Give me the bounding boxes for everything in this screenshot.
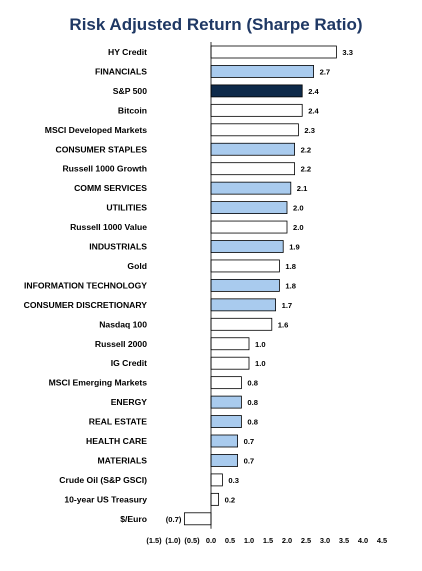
value-label-consumer-discretionary: 1.7 (282, 301, 293, 310)
category-label-comm-services: COMM SERVICES (74, 183, 147, 193)
category-label-msci-emerging-markets: MSCI Emerging Markets (49, 378, 148, 388)
value-label-msci-emerging-markets: 0.8 (247, 379, 258, 388)
x-axis-tick-labels: (1.5) (1.0) (0.5) 0.0 0.5 1.0 1.5 2.0 2.5 3.0 3.5 4… (146, 536, 387, 545)
chart-title: Risk Adjusted Return (Sharpe Ratio) (69, 15, 362, 34)
category-label-s-p-500: S&P 500 (113, 86, 147, 96)
category-label-crude-oil-s-p-gsci: Crude Oil (S&P GSCI) (59, 475, 147, 485)
bar-health-care (210, 434, 239, 448)
category-label-consumer-staples: CONSUMER STAPLES (55, 144, 147, 154)
category-label-information-technology: INFORMATION TECHNOLOGY (24, 280, 147, 290)
bar-msci-developed-markets (210, 123, 299, 137)
bar-consumer-discretionary (210, 298, 276, 312)
bar-bitcoin (210, 103, 303, 117)
category-label-materials: MATERIALS (98, 455, 148, 465)
bar-nasdaq-100 (210, 317, 273, 331)
category-label-consumer-discretionary: CONSUMER DISCRETIONARY (24, 300, 148, 310)
x-tick-11: 4.0 (358, 536, 368, 545)
value-label-msci-developed-markets: 2.3 (304, 126, 315, 135)
category-label-bitcoin: Bitcoin (118, 105, 147, 115)
bar-materials (210, 454, 239, 467)
bar-ig-credit (210, 356, 250, 370)
value-label-energy: 0.8 (247, 398, 258, 407)
x-tick-6: 1.5 (263, 536, 273, 545)
bar-msci-emerging-markets (210, 376, 242, 390)
x-tick-1: (1.0) (165, 536, 181, 545)
category-label-russell-2000: Russell 2000 (95, 339, 147, 349)
value-label-gold: 1.8 (285, 262, 296, 271)
bar-s-p-500 (210, 84, 303, 98)
bar-gold (210, 259, 280, 273)
value-label-information-technology: 1.8 (285, 281, 296, 290)
bar-consumer-staples (210, 142, 295, 156)
category-label-hy-credit: HY Credit (108, 47, 147, 57)
x-tick-12: 4.5 (377, 536, 387, 545)
category-label-ig-credit: IG Credit (111, 358, 147, 368)
value-label-10-year-us-treasury: 0.2 (225, 495, 236, 504)
category-label-energy: ENERGY (111, 397, 148, 407)
x-tick-8: 2.5 (301, 536, 311, 545)
bar-euro (183, 512, 212, 526)
category-label-russell-1000-value: Russell 1000 Value (70, 222, 147, 232)
value-label-crude-oil-s-p-gsci: 0.3 (228, 476, 239, 485)
value-label-russell-1000-value: 2.0 (293, 223, 304, 232)
category-label-health-care: HEALTH CARE (86, 436, 147, 446)
value-label-comm-services: 2.1 (297, 184, 308, 193)
category-label-gold: Gold (127, 261, 147, 271)
bar-real-estate (210, 415, 242, 428)
value-label-utilities: 2.0 (293, 204, 304, 213)
value-label-consumer-staples: 2.2 (301, 145, 312, 154)
category-label-financials: FINANCIALS (95, 66, 147, 76)
category-label-utilities: UTILITIES (106, 203, 147, 213)
value-label-nasdaq-100: 1.6 (278, 320, 289, 329)
x-tick-4: 0.5 (225, 536, 235, 545)
value-labels: 3.3 2.7 2.4 2.4 2.3 2.2 2.2 2.1 2.0 2.0 1.9 1.8 1.8 1… (166, 48, 353, 524)
bar-industrials (210, 240, 284, 253)
category-label-industrials: INDUSTRIALS (89, 242, 147, 252)
bar-information-technology (210, 278, 280, 292)
value-label-russell-1000-growth: 2.2 (301, 165, 312, 174)
value-label-real-estate: 0.8 (247, 418, 258, 427)
bar-russell-1000-value (210, 220, 288, 234)
bar-10-year-us-treasury (210, 492, 219, 506)
category-label-10-year-us-treasury: 10-year US Treasury (64, 494, 147, 504)
value-label-materials: 0.7 (244, 456, 255, 465)
x-tick-0: (1.5) (146, 536, 162, 545)
bar-russell-1000-growth (210, 162, 295, 176)
category-label-russell-1000-growth: Russell 1000 Growth (62, 164, 147, 174)
x-tick-7: 2.0 (282, 536, 292, 545)
value-label-euro: (0.7) (166, 515, 182, 524)
bar-crude-oil-s-p-gsci (210, 473, 223, 487)
bar-financials (210, 65, 314, 78)
bar-energy (210, 395, 242, 409)
value-label-bitcoin: 2.4 (308, 106, 319, 115)
x-tick-2: (0.5) (184, 536, 200, 545)
bars-group (183, 45, 337, 526)
value-label-hy-credit: 3.3 (342, 48, 353, 57)
category-labels: HY Credit FINANCIALS S&P 500 Bitcoin MSCI De… (24, 47, 148, 524)
x-tick-3: 0.0 (206, 536, 216, 545)
bar-comm-services (210, 181, 292, 195)
category-label-nasdaq-100: Nasdaq 100 (99, 319, 147, 329)
category-label-euro: $/Euro (120, 514, 147, 524)
value-label-ig-credit: 1.0 (255, 359, 266, 368)
value-label-s-p-500: 2.4 (308, 87, 319, 96)
bar-utilities (210, 201, 288, 215)
category-label-msci-developed-markets: MSCI Developed Markets (45, 125, 147, 135)
x-tick-5: 1.0 (244, 536, 254, 545)
x-tick-9: 3.0 (320, 536, 330, 545)
value-label-health-care: 0.7 (244, 437, 255, 446)
value-label-russell-2000: 1.0 (255, 340, 266, 349)
value-label-financials: 2.7 (320, 67, 331, 76)
category-label-real-estate: REAL ESTATE (89, 417, 148, 427)
value-label-industrials: 1.9 (289, 243, 300, 252)
x-tick-10: 3.5 (339, 536, 349, 545)
bar-russell-2000 (210, 337, 250, 351)
bar-hy-credit (210, 45, 337, 59)
